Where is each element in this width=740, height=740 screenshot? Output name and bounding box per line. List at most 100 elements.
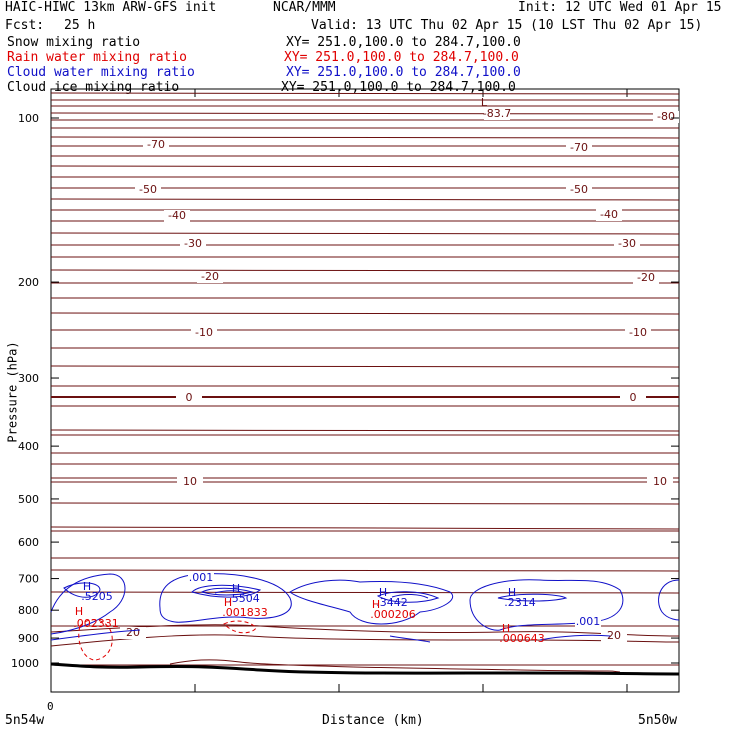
- cloud-water-contour-label-bg: [575, 616, 601, 628]
- cloud-water-contour: [391, 594, 429, 599]
- isotherm-label-right-bg: [653, 111, 679, 123]
- forecast-label: Fcst:: [5, 18, 45, 33]
- cloud-water-contour: [658, 579, 680, 621]
- isotherm-line: [50, 136, 680, 139]
- legend-cloud-water-name: Cloud water mixing ratio: [7, 65, 195, 80]
- isotherm-label-right: -10: [629, 326, 647, 339]
- cloud-water-max-marker: H: [232, 582, 240, 595]
- cloud-water-max-marker: H: [508, 586, 516, 599]
- y-tick-label: 700: [18, 573, 39, 586]
- isotherm-label-left-bg: [197, 271, 223, 283]
- isotherm-label-left-bg: [135, 184, 161, 196]
- x-axis-title: Distance (km): [322, 713, 424, 728]
- legend-cloud-water-xy: XY= 251.0,100.0 to 284.7,100.0: [286, 65, 521, 80]
- cloud-water-contour: [289, 579, 453, 625]
- cloud-water-contour: [63, 582, 101, 598]
- cloud-water-contour: [191, 584, 262, 598]
- y-tick-label: 400: [18, 440, 39, 453]
- plot-frame: [50, 88, 680, 693]
- x-axis-left-location: 5n54w: [5, 713, 45, 728]
- temperature-low-marker: L: [481, 96, 488, 109]
- isotherm-line: [50, 429, 680, 432]
- organization-label: NCAR/MMM: [273, 0, 336, 15]
- y-tick-label: 100: [18, 112, 39, 125]
- isotherm-label-right-bg: [566, 142, 592, 154]
- isotherm-label-right-bg: [620, 392, 646, 404]
- cloud-water-contour: [50, 629, 141, 641]
- y-tick-label: 1000: [11, 657, 39, 670]
- isotherm-label-left: -40: [168, 209, 186, 222]
- isotherm-line: [50, 526, 680, 530]
- legend-rain-name: Rain water mixing ratio: [7, 50, 188, 65]
- isotherm-line: [50, 112, 680, 115]
- legend-snow-xy: XY= 251.0,100.0 to 284.7,100.0: [286, 35, 521, 50]
- isotherm-label-left-bg: [177, 476, 203, 488]
- isotherm-line: [50, 591, 680, 594]
- rain-water-max-marker: H: [224, 596, 232, 609]
- cloud-water-contour-label: .001: [189, 571, 214, 584]
- isotherm-line: [50, 624, 680, 637]
- y-tick-label: 500: [18, 493, 39, 506]
- isotherm-label-left: -30: [184, 237, 202, 250]
- isotherm-label-right: -20: [637, 271, 655, 284]
- y-tick-label: 600: [18, 536, 39, 549]
- rain-water-max-marker: H: [372, 598, 380, 611]
- x-axis-right-location: 5n50w: [638, 713, 678, 728]
- temperature-low-value: -83.7: [483, 107, 511, 120]
- rain-water-max-marker: H: [75, 605, 83, 618]
- cloud-water-contour: [200, 587, 254, 596]
- cloud-water-max-value: .5205: [81, 590, 113, 603]
- isotherm-label-left: -70: [147, 138, 165, 151]
- y-tick-label: 800: [18, 604, 39, 617]
- isotherm-label-left-bg: [176, 392, 202, 404]
- cloud-water-max-value: .5504: [228, 592, 260, 605]
- y-axis-title: Pressure (hPa): [5, 341, 20, 443]
- isotherm-label-left-bg: [143, 139, 169, 151]
- isotherm-label-left: -10: [195, 326, 213, 339]
- isotherm-label-right: 0: [630, 391, 637, 404]
- y-tick-label: 200: [18, 276, 39, 289]
- cloud-water-contour-label-bg: [188, 572, 214, 584]
- isotherm-line: [50, 165, 680, 168]
- isotherm-line: [50, 365, 680, 368]
- cloud-water-max-marker: H: [379, 586, 387, 599]
- rain-water-contour: [223, 620, 257, 634]
- isotherm-label-right-bg: [566, 184, 592, 196]
- rain-water-max-value: .002331: [73, 617, 119, 630]
- isotherm-line: [50, 312, 680, 315]
- isotherm-label-left: -50: [139, 183, 157, 196]
- isotherm-label-right: -50: [570, 183, 588, 196]
- isotherm-label-right-bg: [614, 238, 640, 250]
- isotherm-label-left: 10: [183, 475, 197, 488]
- cloud-water-contour: [214, 590, 245, 594]
- legend-cloud-ice-xy: XY= 251.0,100.0 to 284.7,100.0: [281, 80, 516, 95]
- plot-title: HAIC-HIWC 13km ARW-GFS init: [5, 0, 217, 15]
- cloud-water-contour-label: .001: [576, 615, 601, 628]
- isotherm-label-right: 10: [653, 475, 667, 488]
- valid-time: Valid: 13 UTC Thu 02 Apr 15 (10 LST Thu …: [311, 18, 703, 33]
- isotherm-line: [50, 569, 680, 572]
- rain-water-max-value: .000643: [499, 632, 545, 645]
- cloud-water-contour: [469, 579, 624, 631]
- cloud-water-contour: [376, 591, 440, 603]
- isotherm-label-right: 20: [607, 629, 621, 642]
- isotherm-line: [50, 269, 680, 272]
- rain-water-max-marker: H: [502, 622, 510, 635]
- x-axis-origin-label: 0: [47, 700, 54, 713]
- isotherm-label-right-bg: [647, 476, 673, 488]
- isotherm-label-right-bg: [596, 209, 622, 221]
- isotherm-label-right-bg: [625, 327, 651, 339]
- y-tick-label: 300: [18, 372, 39, 385]
- isotherm-label-left: -20: [201, 270, 219, 283]
- isotherm-label-left-bg: [191, 327, 217, 339]
- cloud-water-max-value: .2314: [504, 596, 536, 609]
- terrain-line: [50, 662, 680, 676]
- legend-rain-xy: XY= 251.0,100.0 to 284.7,100.0: [284, 50, 519, 65]
- cloud-water-max-marker: H: [83, 580, 91, 593]
- isotherm-line: [50, 232, 680, 235]
- legend-cloud-ice-name: Cloud ice mixing ratio: [7, 80, 180, 95]
- isotherm-label-left: 0: [186, 391, 193, 404]
- isotherm-line: [50, 92, 680, 95]
- isotherm-line: [50, 502, 680, 505]
